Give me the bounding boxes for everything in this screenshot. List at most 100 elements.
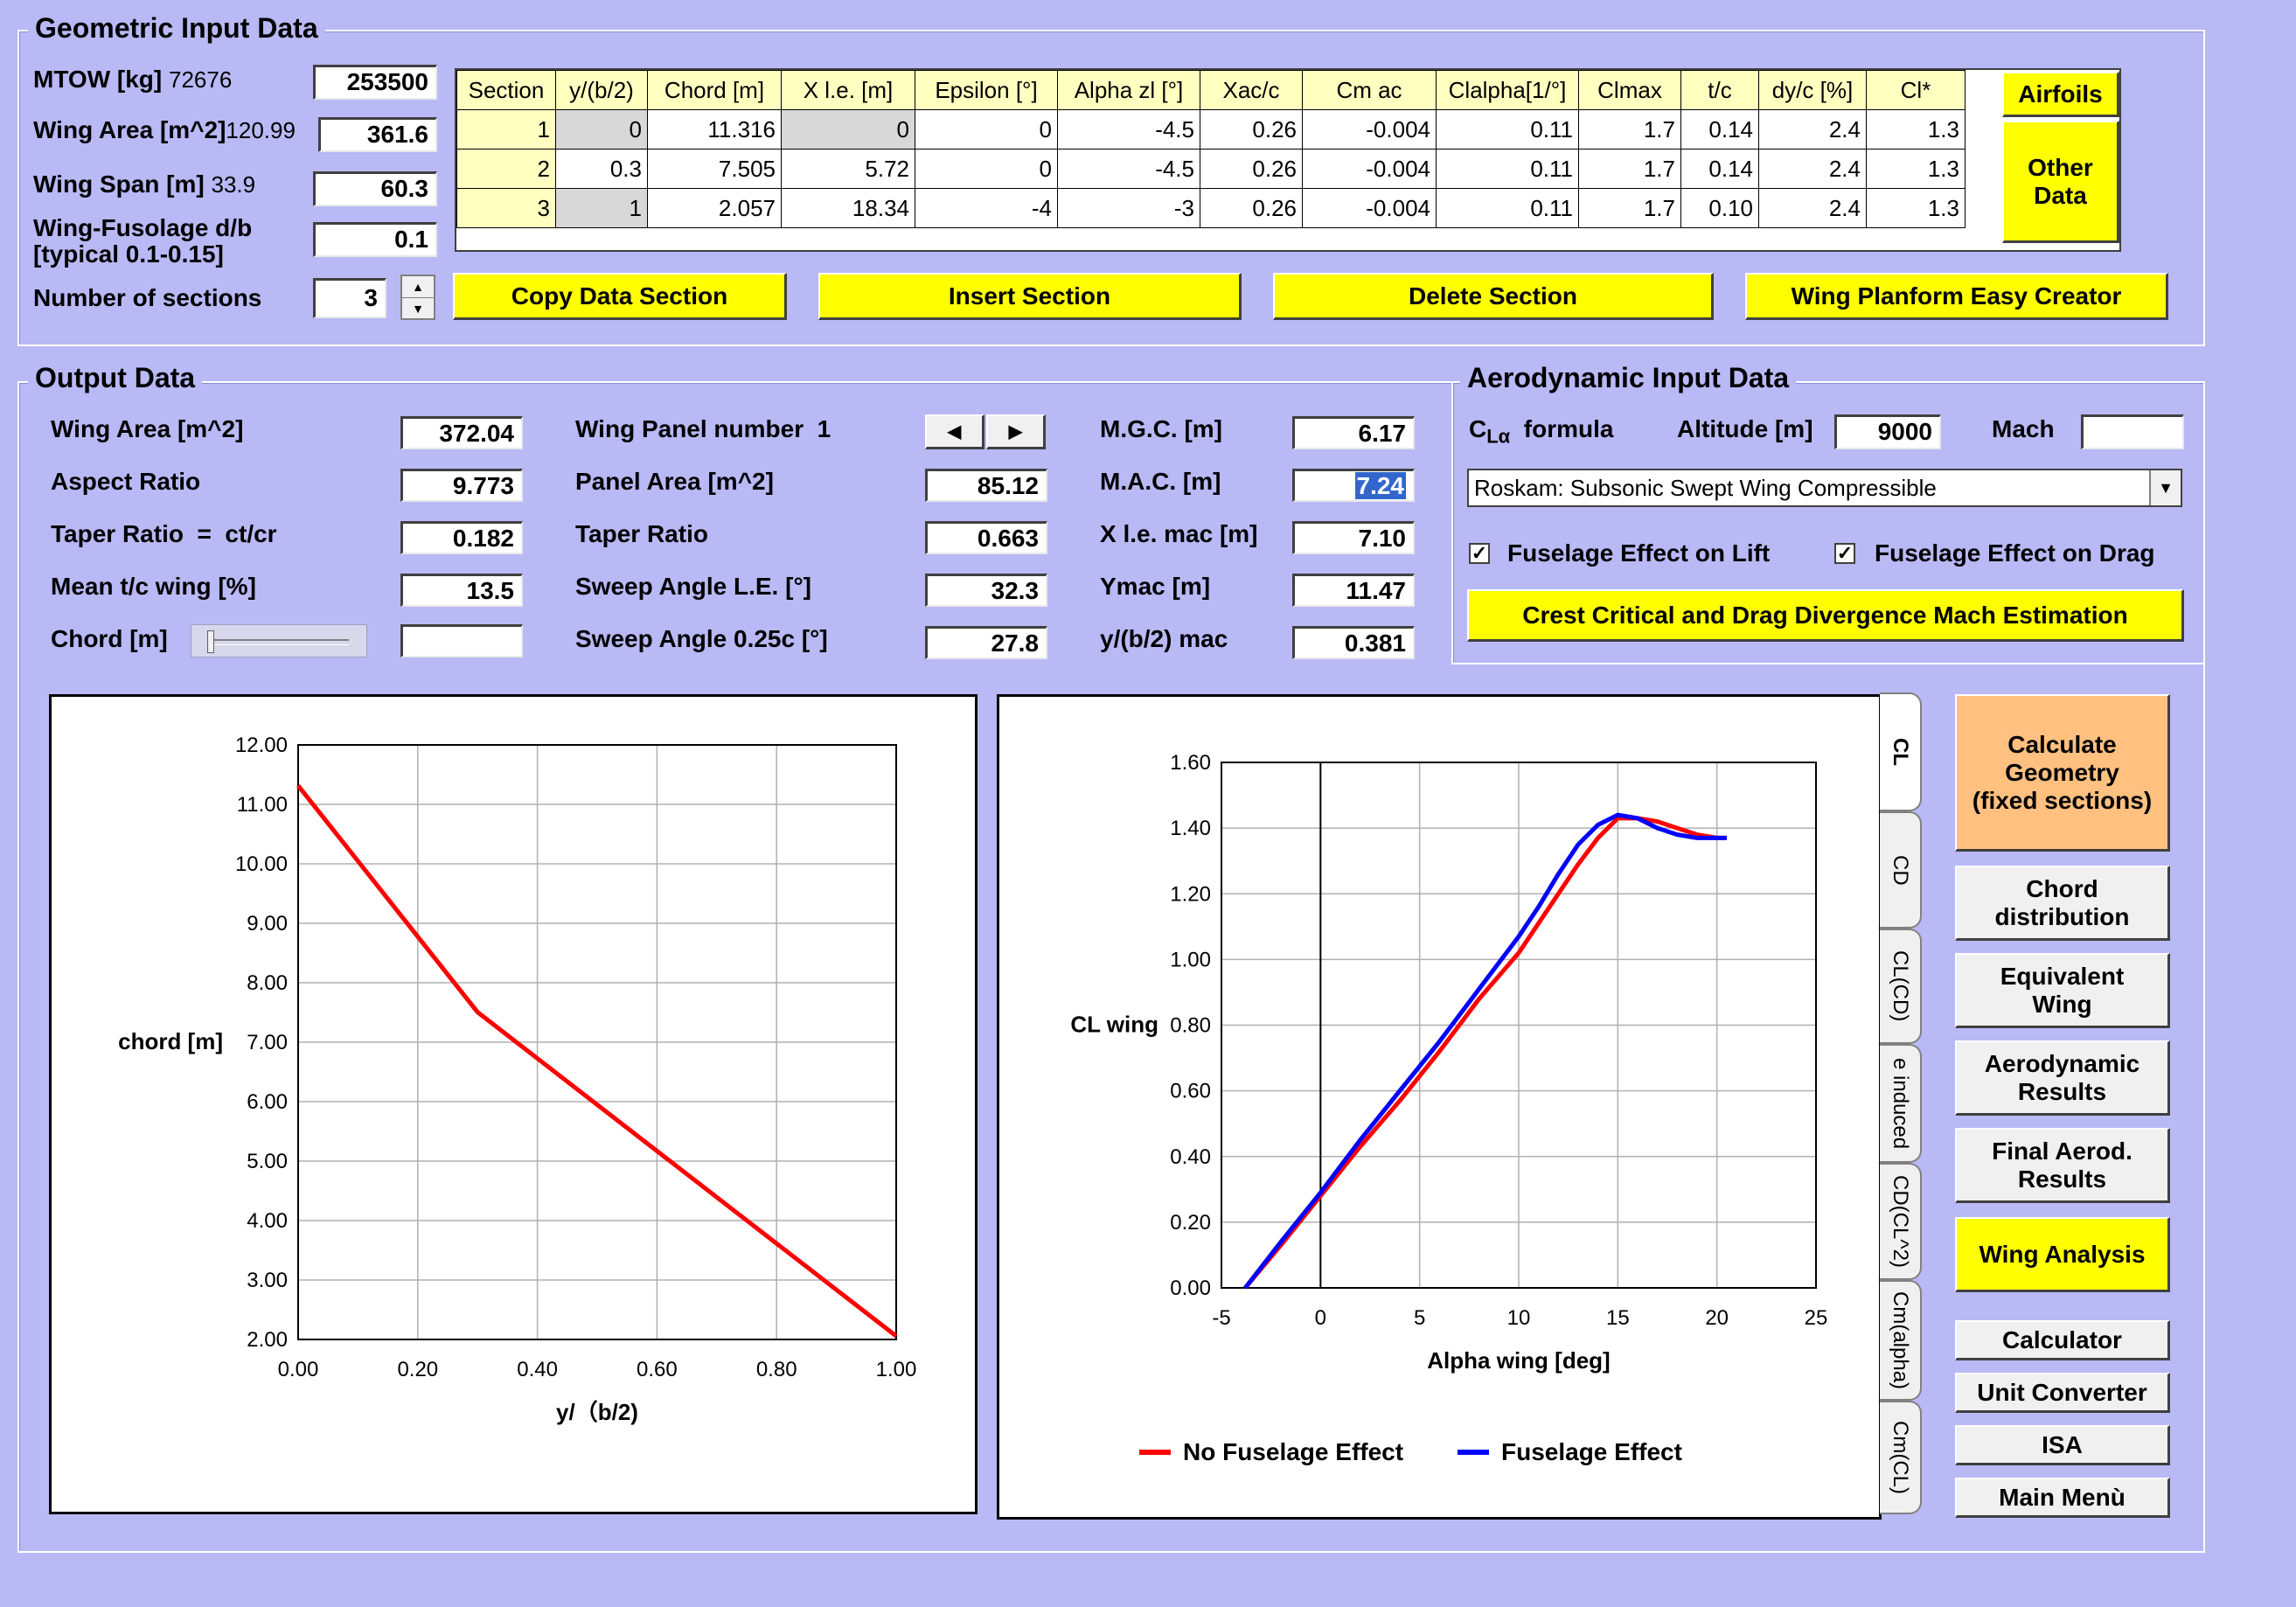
table-cell[interactable]: 0 [555, 109, 648, 150]
aerodynamic-results-button[interactable]: Aerodynamic Results [1955, 1040, 2170, 1116]
wing-planform-creator-button[interactable]: Wing Planform Easy Creator [1745, 273, 2168, 320]
insert-section-button[interactable]: Insert Section [818, 273, 1242, 320]
y-tick-label: 12.00 [235, 734, 288, 757]
wing-area-input[interactable]: 361.6 [318, 117, 437, 152]
table-row[interactable]: 1 0 11.316 0 0 -4.5 0.26 -0.004 0.11 1.7 0.14 2.4 1.… [456, 109, 1966, 150]
other-data-button[interactable]: Other Data [2002, 121, 2119, 243]
fus-drag-checkbox[interactable]: ✓ [1834, 543, 1855, 564]
calculator-button[interactable]: Calculator [1955, 1320, 2170, 1360]
col-header: dy/c [%] [1758, 70, 1867, 110]
slider-thumb[interactable] [207, 630, 214, 653]
formula-select[interactable]: Roskam: Subsonic Swept Wing Compressible… [1467, 469, 2182, 507]
table-cell[interactable]: 1.7 [1578, 188, 1681, 228]
table-cell[interactable]: 1.7 [1578, 109, 1681, 150]
chevron-down-icon[interactable]: ▼ [2149, 470, 2181, 505]
table-cell[interactable]: 2.057 [647, 188, 782, 228]
airfoils-button[interactable]: Airfoils [2002, 72, 2119, 117]
y-tick-label: 6.00 [247, 1090, 288, 1114]
tab-cm-cl[interactable]: Cm(CL) [1880, 1401, 1922, 1514]
table-cell[interactable]: 0.10 [1680, 188, 1759, 228]
table-cell[interactable]: 0.3 [555, 149, 648, 189]
table-cell[interactable]: 0.26 [1200, 149, 1303, 189]
table-row[interactable]: 3 1 2.057 18.34 -4 -3 0.26 -0.004 0.11 1.7 0.10 2.4… [456, 188, 1966, 228]
copy-data-section-button[interactable]: Copy Data Section [453, 273, 787, 320]
main-menu-button[interactable]: Main Menù [1955, 1478, 2170, 1518]
panel-next-button[interactable]: ▶ [986, 414, 1046, 449]
table-cell[interactable]: -3 [1057, 188, 1200, 228]
table-cell[interactable]: 1.3 [1866, 109, 1966, 150]
table-row[interactable]: 2 0.3 7.505 5.72 0 -4.5 0.26 -0.004 0.11 1.7 0.14 2… [456, 149, 1966, 189]
table-cell[interactable]: 0.26 [1200, 109, 1303, 150]
table-cell[interactable]: 0.26 [1200, 188, 1303, 228]
yb2-mac-label: y/(b/2) mac [1100, 625, 1228, 652]
row-header-cell[interactable]: 3 [456, 188, 556, 228]
delete-section-button[interactable]: Delete Section [1273, 273, 1714, 320]
panel-prev-button[interactable]: ◀ [925, 414, 984, 449]
tab-cl-cd[interactable]: CL(CD) [1880, 929, 1922, 1044]
chord-slider[interactable] [191, 624, 367, 657]
y-tick-label: 0.40 [1170, 1145, 1211, 1169]
spin-up-icon[interactable]: ▲ [402, 276, 434, 298]
fus-lift-checkbox[interactable]: ✓ [1469, 543, 1490, 564]
fus-lift-label: Fuselage Effect on Lift [1507, 539, 1771, 567]
mach-input[interactable] [2081, 414, 2184, 449]
nsections-input[interactable]: 3 [313, 278, 386, 318]
table-cell[interactable]: 7.505 [647, 149, 782, 189]
nsections-spinner[interactable]: ▲ ▼ [400, 275, 435, 320]
output-data-legend: Output Data [28, 362, 203, 393]
isa-button[interactable]: ISA [1955, 1425, 2170, 1465]
mtow-input[interactable]: 253500 [313, 65, 437, 100]
tab-cd-cl-2[interactable]: CD(CL^2) [1880, 1163, 1922, 1280]
chord-chart-svg: 0.00 0.20 0.40 0.60 0.80 1.00 2.00 3.00 4.00 5.00… [118, 734, 916, 1425]
crest-critical-button[interactable]: Crest Critical and Drag Divergence Mach … [1467, 589, 2184, 642]
table-cell[interactable]: 0.11 [1436, 109, 1579, 150]
altitude-input[interactable]: 9000 [1834, 414, 1941, 449]
section-table[interactable]: Section y/(b/2) Chord [m] X l.e. [m] Eps… [456, 70, 1966, 228]
tab-e-induced[interactable]: e induced [1880, 1044, 1922, 1163]
mac-value[interactable]: 7.24 [1292, 469, 1415, 502]
table-cell[interactable]: 1 [555, 188, 648, 228]
spin-down-icon[interactable]: ▼ [412, 302, 424, 316]
table-cell[interactable]: 11.316 [647, 109, 782, 150]
col-header: Alpha zl [°] [1057, 70, 1200, 110]
table-cell[interactable]: 18.34 [781, 188, 915, 228]
unit-converter-button[interactable]: Unit Converter [1955, 1373, 2170, 1413]
section-grid[interactable]: Section y/(b/2) Chord [m] X l.e. [m] Eps… [455, 68, 2121, 252]
table-cell[interactable]: 2.4 [1758, 109, 1867, 150]
equivalent-wing-button[interactable]: Equivalent Wing [1955, 953, 2170, 1028]
table-cell[interactable]: 0.14 [1680, 149, 1759, 189]
calculate-geometry-button[interactable]: Calculate Geometry (fixed sections) [1955, 694, 2170, 852]
slider-track [209, 639, 349, 645]
table-cell[interactable]: 1.7 [1578, 149, 1681, 189]
table-cell[interactable]: 1.3 [1866, 149, 1966, 189]
table-cell[interactable]: -4.5 [1057, 109, 1200, 150]
tab-cm-alpha[interactable]: Cm(alpha) [1880, 1280, 1922, 1401]
table-cell[interactable]: -0.004 [1302, 109, 1437, 150]
y-tick-label: 4.00 [247, 1209, 288, 1233]
tab-cl[interactable]: CL [1880, 692, 1922, 811]
wing-fus-input[interactable]: 0.1 [313, 222, 437, 257]
tab-cd[interactable]: CD [1880, 811, 1922, 929]
table-cell[interactable]: 1.3 [1866, 188, 1966, 228]
final-aerod-results-button[interactable]: Final Aerod. Results [1955, 1128, 2170, 1203]
row-header-cell[interactable]: 1 [456, 109, 556, 150]
table-cell[interactable]: -0.004 [1302, 149, 1437, 189]
table-cell[interactable]: -0.004 [1302, 188, 1437, 228]
table-cell[interactable]: 0.11 [1436, 188, 1579, 228]
row-header-cell[interactable]: 2 [456, 149, 556, 189]
table-cell[interactable]: 0 [781, 109, 915, 150]
table-cell[interactable]: -4.5 [1057, 149, 1200, 189]
table-cell[interactable]: 5.72 [781, 149, 915, 189]
wing-analysis-button[interactable]: Wing Analysis [1955, 1217, 2170, 1292]
table-cell[interactable]: 2.4 [1758, 188, 1867, 228]
table-cell[interactable]: 0.11 [1436, 149, 1579, 189]
chord-distribution-button[interactable]: Chord distribution [1955, 866, 2170, 941]
table-cell[interactable]: 0.14 [1680, 109, 1759, 150]
table-cell[interactable]: 2.4 [1758, 149, 1867, 189]
xle-mac-value: 7.10 [1292, 521, 1415, 554]
table-cell[interactable]: -4 [915, 188, 1058, 228]
table-cell[interactable]: 0 [915, 109, 1058, 150]
xle-mac-label: X l.e. mac [m] [1100, 520, 1258, 547]
table-cell[interactable]: 0 [915, 149, 1058, 189]
wing-span-input[interactable]: 60.3 [313, 171, 437, 206]
